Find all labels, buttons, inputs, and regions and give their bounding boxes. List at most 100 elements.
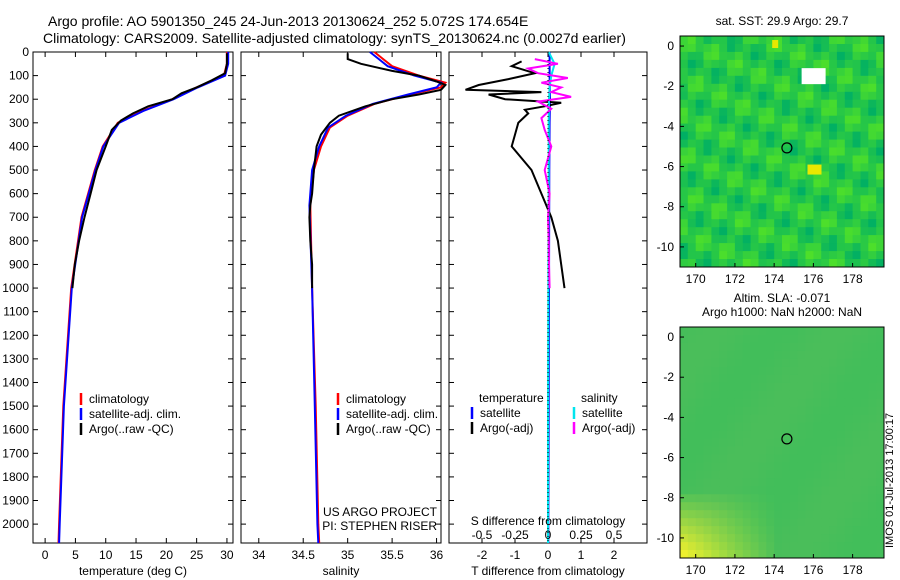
salinity-diff-tick-label: 0.25	[569, 528, 593, 542]
sla-map-xtick-label: 178	[843, 563, 863, 577]
depth-tick-label: 400	[9, 139, 29, 153]
depth-tick-label: 800	[9, 234, 29, 248]
salinity-xtick-label: 34	[252, 548, 266, 562]
differences-series-salinity-argo-adj-	[524, 58, 572, 289]
sst-map-ytick-label: -6	[663, 160, 674, 174]
depth-tick-label: 1200	[2, 328, 29, 342]
title-line-1: Argo profile: AO 5901350_245 24-Jun-2013…	[48, 13, 529, 29]
temperature-xtick-label: 25	[190, 548, 204, 562]
differences-xtick-label: 0	[545, 548, 552, 562]
diff-legend-temp-argo-label: Argo(-adj)	[480, 421, 533, 435]
sla-map-ytick-label: -10	[657, 531, 675, 545]
sla-map-ytick-label: -8	[663, 491, 674, 505]
sla-map-ytick-label: -2	[663, 370, 674, 384]
depth-tick-label: 600	[9, 187, 29, 201]
sst-cloud-mask	[801, 68, 826, 85]
differences-series-salinity-satellite	[547, 51, 556, 543]
depth-tick-label: 1500	[2, 399, 29, 413]
temperature-xtick-label: 10	[99, 548, 113, 562]
depth-tick-label: 1100	[3, 305, 29, 319]
diff-legend-header-salinity: salinity	[581, 391, 618, 405]
sst-map-heatmap-cells	[680, 36, 885, 268]
salinity-axes-frame	[240, 51, 442, 544]
temperature-xtick-label: 0	[42, 548, 49, 562]
sst-map-xtick-label: 170	[686, 272, 706, 286]
temperature-xtick-label: 5	[72, 548, 79, 562]
salinity-diff-tick-label: 0	[545, 528, 552, 542]
temperature-xtick-label: 30	[220, 548, 234, 562]
salinity-xtick-label: 34.5	[292, 548, 316, 562]
temperature-legend-1-label: satellite-adj. clim.	[89, 407, 181, 421]
salinity-series-argo-raw-qc-	[308, 53, 448, 289]
differences-series-temperature-argo-adj-	[465, 60, 566, 289]
depth-tick-label: 200	[9, 92, 29, 106]
temperature-series-satellite-adj-clim-	[58, 52, 230, 544]
temperature-xtick-label: 20	[160, 548, 174, 562]
sst-map-ytick-label: 0	[667, 39, 674, 53]
depth-tick-label: 1800	[2, 470, 29, 484]
depth-tick-label: 1000	[2, 281, 29, 295]
salinity-diff-tick-label: -0.5	[472, 528, 493, 542]
differences-xlabel: T difference from climatology	[471, 564, 625, 578]
differences-xtick-label: -2	[477, 548, 488, 562]
depth-tick-label: 1600	[2, 423, 29, 437]
imos-timestamp: IMOS 01-Jul-2013 17:00:17	[884, 412, 896, 548]
sst-map-frame	[679, 35, 885, 268]
salinity-xtick-label: 35.5	[380, 548, 404, 562]
temperature-axes-frame	[32, 51, 234, 544]
differences-xtick-label: -1	[510, 548, 521, 562]
sst-map-title: sat. SST: 29.9 Argo: 29.7	[716, 14, 849, 28]
salinity-legend-2-label: Argo(..raw -QC)	[346, 422, 431, 436]
sst-map-xtick-label: 172	[725, 272, 745, 286]
sla-map-subtitle: Argo h1000: NaN h2000: NaN	[702, 305, 862, 319]
depth-tick-label: 1300	[2, 352, 29, 366]
sla-map-ytick-label: 0	[667, 330, 674, 344]
sla-map-frame	[679, 326, 885, 559]
sst-map-xtick-label: 178	[843, 272, 863, 286]
sst-warm-patch	[807, 164, 822, 175]
salinity-diff-tick-label: -0.25	[501, 528, 529, 542]
sla-map-xtick-label: 174	[764, 563, 784, 577]
depth-tick-label: 1900	[2, 494, 29, 508]
diff-legend-sal-satellite-label: satellite	[582, 406, 623, 420]
depth-tick-label: 0	[22, 45, 29, 59]
salinity-xlabel: salinity	[323, 564, 360, 578]
differences-xtick-label: 1	[578, 548, 585, 562]
sla-map-heatmap-cells	[680, 327, 885, 559]
sst-warm-patch-2	[772, 40, 779, 49]
depth-tick-label: 1400	[2, 375, 29, 389]
sla-map-xtick-label: 176	[803, 563, 823, 577]
sst-map-argo-position-marker	[781, 142, 793, 154]
title-line-2: Climatology: CARS2009. Satellite-adjuste…	[43, 30, 626, 46]
differences-xtick-label: 2	[611, 548, 618, 562]
depth-tick-label: 900	[9, 257, 29, 271]
depth-tick-label: 2000	[2, 517, 29, 531]
sla-map-ytick-label: -6	[663, 451, 674, 465]
sla-map-xtick-label: 172	[725, 563, 745, 577]
sst-map-xtick-label: 176	[803, 272, 823, 286]
salinity-xtick-label: 35	[341, 548, 355, 562]
temperature-legend-2-label: Argo(..raw -QC)	[89, 422, 174, 436]
diff-legend-temp-satellite-label: satellite	[480, 406, 521, 420]
sst-map-ytick-label: -4	[663, 119, 674, 133]
depth-tick-label: 500	[9, 163, 29, 177]
salinity-diff-axis-label: S difference from climatology	[471, 514, 626, 528]
sst-map-ytick-label: -8	[663, 200, 674, 214]
sst-map-ytick-label: -10	[657, 240, 675, 254]
depth-tick-label: 700	[9, 210, 29, 224]
diff-legend-header-temperature: temperature	[479, 391, 544, 405]
sla-map-ytick-label: -4	[663, 410, 674, 424]
temperature-xtick-label: 15	[129, 548, 143, 562]
sst-map-xtick-label: 174	[764, 272, 784, 286]
depth-tick-label: 1700	[2, 446, 29, 460]
project-credit-0: US ARGO PROJECT	[323, 505, 438, 519]
salinity-legend-0-label: climatology	[346, 392, 406, 406]
sla-map-xtick-label: 170	[686, 563, 706, 577]
sst-map-ytick-label: -2	[663, 79, 674, 93]
salinity-diff-tick-label: 0.5	[606, 528, 623, 542]
depth-tick-label: 300	[9, 116, 29, 130]
temperature-legend-0-label: climatology	[89, 392, 149, 406]
project-credit-1: PI: STEPHEN RISER	[322, 519, 437, 533]
salinity-legend-1-label: satellite-adj. clim.	[346, 407, 438, 421]
